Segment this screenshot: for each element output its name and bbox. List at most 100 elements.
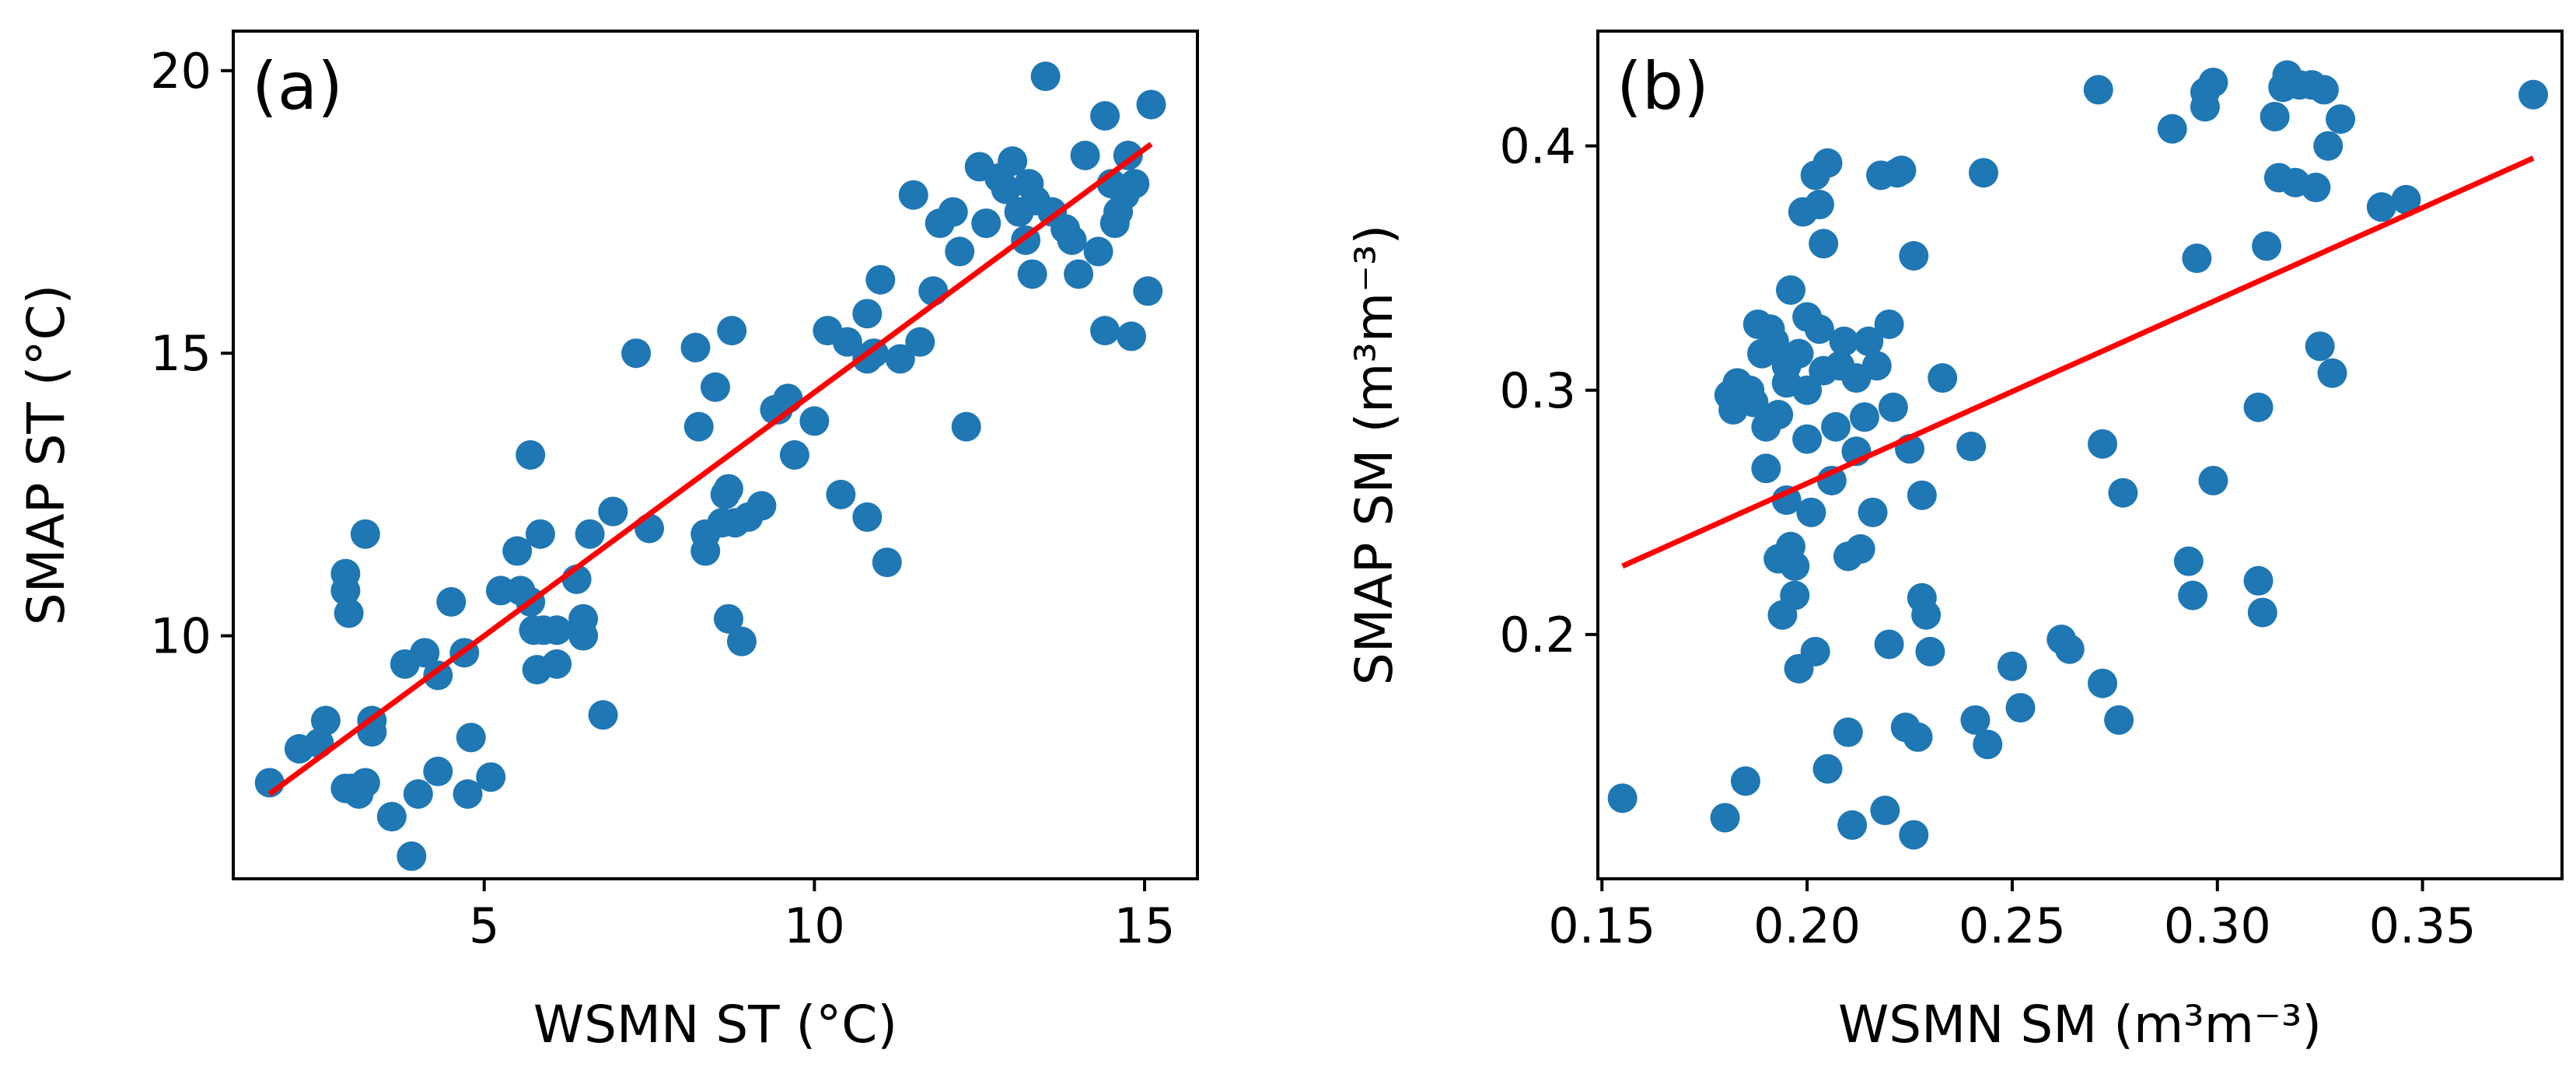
data-point-b-1 [1710,803,1740,833]
y-axis-label-b: SMAP SM (m³m⁻³) [1344,225,1404,685]
panel-label-b: (b) [1617,48,1709,124]
data-point-b-33 [1804,190,1834,220]
y-axis-label-a: SMAP ST (°C) [16,285,76,626]
data-point-b-13 [1759,326,1789,356]
y-tick-label-a-1: 15 [150,325,211,382]
data-point-b-73 [1973,729,2003,760]
data-point-b-28 [1792,375,1823,405]
data-point-a-84 [991,174,1021,205]
data-point-a-36 [542,615,572,645]
data-point-b-71 [1960,705,1991,735]
data-point-a-44 [634,513,665,544]
data-point-a-75 [905,327,935,357]
data-point-b-22 [1780,551,1810,581]
data-point-a-23 [453,779,483,809]
data-point-a-52 [713,474,743,504]
x-tick-label-a-1: 10 [784,897,845,954]
data-point-b-50 [1854,326,1884,356]
data-point-a-63 [799,406,830,436]
data-point-a-97 [1083,236,1113,267]
data-point-a-19 [423,660,453,691]
data-point-b-10 [1751,453,1781,484]
data-point-b-30 [1796,497,1826,527]
x-tick-label-a-2: 15 [1114,897,1176,954]
x-axis-ticks-a: 5 10 15 [469,879,1176,954]
plot-frame-b [1596,30,2564,880]
data-point-a-66 [832,327,862,357]
data-point-b-82 [2108,478,2138,508]
x-tick-label-b-0: 0.15 [1548,897,1655,954]
x-axis-ticks-b: 0.15 0.20 0.25 0.30 0.35 [1548,879,2476,954]
data-point-a-41 [588,700,618,730]
data-point-b-109 [2391,184,2421,215]
data-point-a-33 [525,519,555,549]
data-point-a-53 [713,603,743,634]
data-point-a-91 [1030,61,1061,92]
data-point-a-99 [1090,101,1120,131]
data-point-b-74 [1997,651,2027,681]
data-point-b-110 [2518,79,2549,110]
data-point-a-21 [436,586,467,617]
data-point-b-38 [1812,148,1843,178]
data-point-b-36 [1809,229,1839,259]
data-point-b-90 [2198,465,2228,495]
data-point-a-89 [1017,259,1047,289]
data-point-b-75 [2005,693,2036,723]
data-point-b-103 [2305,331,2335,362]
data-point-a-108 [1136,89,1166,120]
data-point-b-37 [1812,754,1843,784]
data-point-b-20 [1776,275,1805,305]
y-tick-label-b-0: 0.2 [1499,607,1576,663]
data-point-a-69 [852,502,883,532]
data-point-a-56 [726,626,757,656]
data-point-a-20 [423,756,453,786]
data-point-b-85 [2178,580,2208,610]
data-point-b-15 [1763,400,1794,430]
data-point-b-54 [1870,796,1900,826]
data-point-b-32 [1800,636,1830,666]
data-point-a-105 [1117,321,1147,352]
data-point-a-71 [872,547,902,578]
data-point-a-43 [621,338,652,369]
data-point-b-83 [2157,114,2187,144]
y-tick-label-a-2: 20 [150,43,211,100]
data-point-a-27 [502,536,533,566]
data-point-a-16 [397,841,427,871]
data-point-a-85 [998,146,1028,177]
data-point-a-42 [598,496,628,527]
data-point-a-65 [826,479,856,509]
data-point-b-69 [1928,363,1958,394]
data-point-a-72 [865,264,896,295]
data-point-b-57 [1878,392,1908,422]
data-point-b-68 [1915,636,1945,666]
data-point-a-11 [350,519,380,549]
x-tick-label-b-3: 0.30 [2164,897,2271,954]
regression-line-b [1621,156,2535,569]
data-point-b-34 [1804,314,1834,345]
data-point-b-108 [2366,192,2396,222]
data-point-b-55 [1874,629,1904,659]
data-point-b-0 [1607,783,1638,813]
data-point-a-95 [1064,259,1094,289]
data-point-a-17 [403,779,433,809]
data-point-a-58 [746,491,777,521]
data-point-a-24 [456,722,486,753]
data-point-b-105 [2313,131,2344,161]
data-point-a-18 [410,638,440,668]
data-point-a-7 [334,598,364,628]
plot-frame-a [232,30,1199,880]
data-point-b-63 [1899,240,1929,271]
data-point-a-104 [1113,140,1143,170]
data-point-b-89 [2198,67,2228,97]
data-point-b-81 [2104,705,2134,735]
data-point-b-65 [1907,480,1937,510]
data-point-b-62 [1899,820,1929,850]
data-point-a-14 [376,802,407,832]
data-point-b-29 [1792,424,1823,454]
data-point-b-5 [1730,766,1760,796]
data-point-b-18 [1771,485,1802,516]
data-point-a-74 [898,180,928,210]
data-point-a-96 [1070,140,1100,170]
data-point-b-64 [1903,722,1933,752]
x-tick-label-b-1: 0.20 [1753,897,1861,954]
